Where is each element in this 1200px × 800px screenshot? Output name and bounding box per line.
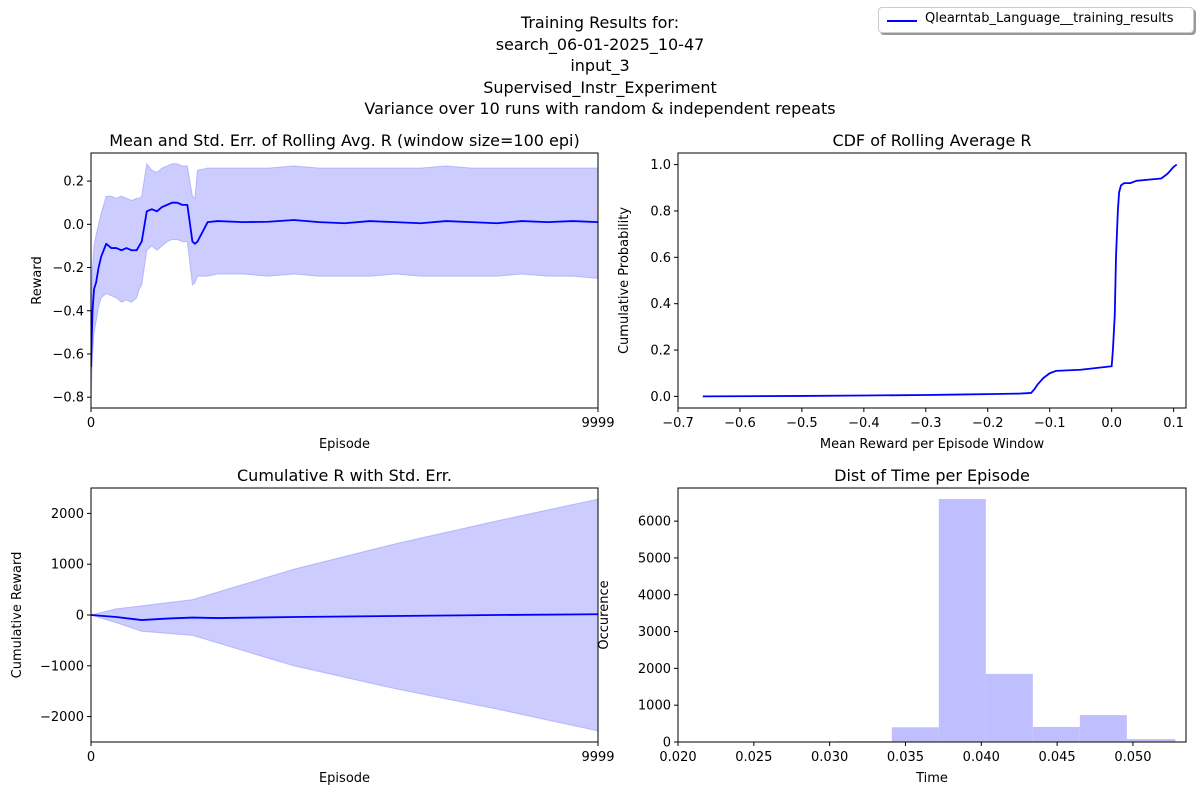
cdf-x-tick-label: −0.2	[972, 416, 1004, 431]
time-hist-bar	[985, 673, 1033, 742]
cumulative-y-tick-label: 1000	[51, 558, 84, 573]
suptitle-line: Training Results for:	[520, 13, 680, 32]
time-hist-chart: 0.020 0.025 0.030 0.035 0.040 0.045 0.050 0 1000…	[597, 466, 1187, 786]
time-hist-x-tick-label: 0.020	[659, 750, 696, 765]
rolling-avg-std-err-band	[91, 162, 598, 402]
cumulative-y-tick-label: 2000	[51, 507, 84, 522]
cumulative-std-err-band	[91, 498, 598, 732]
cumulative-plot-area	[91, 498, 598, 732]
legend: Qlearntab_Language__training_results	[878, 7, 1194, 33]
cumulative-x-tick-label: 9999	[581, 750, 614, 765]
suptitle-line: Variance over 10 runs with random & inde…	[364, 99, 836, 119]
cumulative-series-line	[91, 613, 598, 621]
cdf-x-tick-label: −0.5	[786, 416, 818, 431]
suptitle-line: input_3	[570, 56, 630, 76]
rolling-avg-y-label: Reward	[30, 256, 45, 304]
time-hist-y-label: Occurence	[597, 580, 612, 649]
time-hist-x-tick-label: 0.045	[1038, 750, 1075, 765]
time-hist-bar	[891, 727, 939, 742]
time-hist-x-tick-label: 0.050	[1114, 750, 1151, 765]
rolling-avg-x-tick-label: 0	[87, 416, 95, 431]
cumulative-y-tick-label: −1000	[40, 659, 84, 674]
rolling-avg-y-tick-label: −0.8	[52, 391, 84, 406]
cdf-y-label: Cumulative Probability	[617, 207, 632, 354]
cumulative-y-tick-label: −2000	[40, 710, 84, 725]
cdf-x-tick-label: −0.3	[910, 416, 942, 431]
cumulative-x-tick-label: 0	[87, 750, 95, 765]
cdf-x-tick-label: −0.1	[1034, 416, 1066, 431]
time-hist-x-label: Time	[915, 771, 948, 786]
cdf-x-tick-label: −0.4	[848, 416, 880, 431]
cdf-x-tick-label: −0.7	[662, 416, 694, 431]
cdf-x-label: Mean Reward per Episode Window	[820, 437, 1045, 452]
time-hist-plot-area	[681, 499, 1176, 742]
rolling-avg-y-tick-label: 0.0	[63, 218, 84, 233]
cdf-series-line	[702, 163, 1178, 398]
cumulative-y-label: Cumulative Reward	[10, 552, 25, 679]
cdf-x-tick-label: −0.6	[724, 416, 756, 431]
time-hist-x-tick-label: 0.040	[963, 750, 1000, 765]
legend-label: Qlearntab_Language__training_results	[925, 11, 1174, 26]
cdf-plot-area	[702, 163, 1178, 398]
time-hist-x-tick-label: 0.030	[811, 750, 848, 765]
rolling-avg-plot-area	[91, 162, 598, 402]
time-hist-y-tick-label: 1000	[638, 699, 671, 714]
time-hist-y-tick-label: 5000	[638, 551, 671, 566]
time-hist-y-tick-label: 3000	[638, 625, 671, 640]
time-hist-y-tick-label: 0	[663, 736, 671, 751]
rolling-avg-x-tick-label: 9999	[581, 416, 614, 431]
cumulative-title: Cumulative R with Std. Err.	[237, 466, 452, 485]
rolling-avg-title: Mean and Std. Err. of Rolling Avg. R (wi…	[109, 131, 580, 150]
legend-line-swatch	[887, 20, 917, 22]
time-hist-title: Dist of Time per Episode	[834, 466, 1030, 485]
cumulative-y-tick-label: 0	[76, 609, 84, 624]
cdf-y-tick-label: 0.8	[650, 204, 671, 219]
cdf-y-tick-label: 1.0	[650, 158, 671, 173]
cdf-axes-frame	[677, 152, 1187, 409]
cdf-x-tick-label: 0.1	[1163, 416, 1184, 431]
time-hist-y-tick-label: 2000	[638, 662, 671, 677]
cdf-x-tick-label: 0.0	[1101, 416, 1122, 431]
rolling-avg-y-tick-label: 0.2	[63, 175, 84, 190]
rolling-avg-y-tick-label: −0.4	[52, 304, 84, 319]
cdf-y-tick-label: 0.2	[650, 344, 671, 359]
rolling-avg-x-label: Episode	[319, 437, 370, 452]
time-hist-y-tick-label: 4000	[638, 588, 671, 603]
cumulative-chart: 0 9999 −2000 −1000 0 1000 2000 Cumulative R wit…	[10, 466, 615, 786]
rolling-avg-series-line	[91, 201, 598, 367]
rolling-avg-axes-frame	[90, 152, 599, 409]
cumulative-x-label: Episode	[319, 771, 370, 786]
suptitle-line: Supervised_Instr_Experiment	[483, 77, 717, 97]
figure-suptitle: Training Results for: search_06-01-2025_…	[0, 12, 1200, 120]
suptitle-line: search_06-01-2025_10-47	[495, 34, 705, 54]
cdf-y-tick-label: 0.4	[650, 297, 671, 312]
time-hist-bar	[1079, 715, 1127, 742]
rolling-avg-y-tick-label: −0.2	[52, 261, 84, 276]
rolling-avg-y-tick-label: −0.6	[52, 347, 84, 362]
time-hist-x-tick-label: 0.035	[887, 750, 924, 765]
time-hist-axes-frame	[677, 487, 1187, 743]
cdf-y-tick-label: 0.6	[650, 251, 671, 266]
rolling-avg-chart: 0 9999 −0.8 −0.6 −0.4 −0.2 0.0 0.2 Mean and Std.…	[30, 131, 615, 452]
time-hist-x-tick-label: 0.025	[735, 750, 772, 765]
cdf-title: CDF of Rolling Average R	[832, 131, 1031, 150]
time-hist-bar	[938, 499, 986, 742]
time-hist-y-tick-label: 6000	[638, 515, 671, 530]
cdf-y-tick-label: 0.0	[650, 390, 671, 405]
time-hist-bar	[1126, 739, 1176, 742]
time-hist-bar	[1032, 726, 1080, 742]
cdf-chart: −0.7 −0.6 −0.5 −0.4 −0.3 −0.2 −0.1 0.0 0.1 0.0 0.2…	[617, 131, 1187, 452]
